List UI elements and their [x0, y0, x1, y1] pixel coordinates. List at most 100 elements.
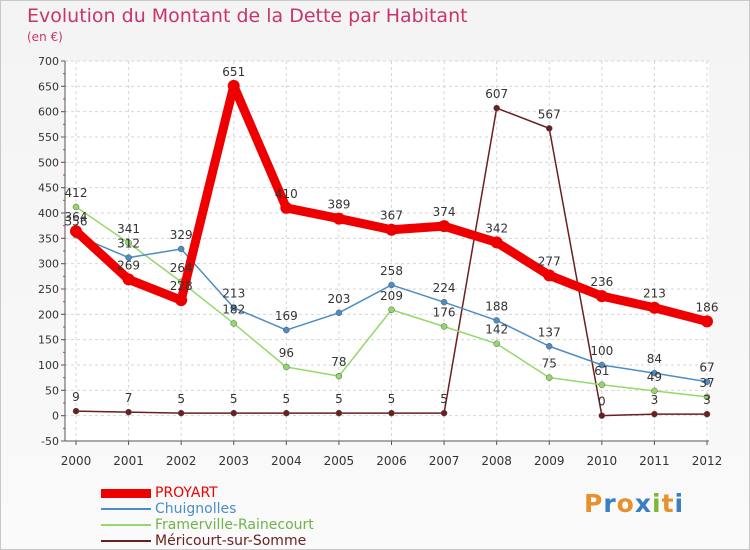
plot-area [65, 61, 709, 441]
x-tick-label: 2011 [639, 454, 670, 468]
y-tick-label: 150 [38, 334, 59, 347]
data-point [230, 304, 237, 311]
data-point [546, 125, 553, 132]
data-point [493, 340, 500, 347]
data-point [440, 298, 448, 306]
data-label: 410 [275, 187, 298, 201]
data-point [230, 320, 237, 327]
data-label: 213 [222, 287, 245, 301]
data-point [651, 369, 658, 377]
data-point [493, 104, 500, 112]
x-tick-label: 2002 [166, 454, 197, 468]
data-label: 61 [594, 364, 609, 378]
data-label: 607 [485, 87, 508, 101]
y-tick-label: 500 [38, 156, 59, 169]
legend-label: Méricourt-sur-Somme [155, 533, 307, 549]
x-tick-label: 2008 [481, 454, 512, 468]
data-point [703, 378, 711, 385]
data-point [493, 317, 500, 324]
data-label: 9 [72, 390, 80, 404]
data-point [438, 220, 451, 233]
y-tick-label: 600 [38, 106, 59, 119]
legend-swatch [101, 488, 151, 498]
data-label: 367 [380, 209, 403, 223]
data-point [335, 409, 343, 417]
data-label: 5 [335, 392, 343, 406]
data-label: 412 [65, 186, 88, 200]
data-point [230, 409, 237, 417]
x-tick-label: 2001 [113, 454, 144, 468]
data-point [177, 409, 185, 417]
data-label: 356 [65, 214, 88, 228]
legend-swatch [101, 524, 151, 526]
data-label: 341 [117, 222, 140, 236]
data-point [72, 203, 80, 211]
x-tick-label: 2004 [271, 454, 302, 468]
data-label: 651 [222, 65, 245, 79]
data-label: 96 [279, 346, 294, 360]
legend-item-mericourt-sur-somme: Méricourt-sur-Somme [101, 533, 306, 549]
data-label: 37 [699, 376, 714, 390]
data-point [598, 381, 606, 389]
data-label: 5 [177, 392, 185, 406]
data-label: 0 [598, 395, 606, 409]
data-label: 169 [275, 309, 298, 323]
data-point [125, 239, 132, 247]
data-point [598, 361, 606, 369]
chart-title: Evolution du Montant de la Dette par Hab… [27, 5, 468, 27]
data-point [125, 408, 132, 416]
data-label: 3 [703, 393, 711, 407]
data-label: 312 [117, 237, 140, 251]
legend-label: Chuignolles [155, 501, 237, 517]
data-point [703, 410, 711, 418]
data-label: 7 [125, 391, 133, 405]
y-tick-label: -50 [41, 435, 59, 448]
data-label: 5 [388, 392, 396, 406]
y-tick-label: 550 [38, 131, 59, 144]
data-label: 3 [651, 393, 659, 407]
data-label: 389 [327, 198, 350, 212]
data-label: 176 [433, 305, 456, 319]
data-point [283, 363, 290, 371]
data-point [175, 294, 188, 307]
data-label: 100 [590, 344, 613, 358]
data-label: 342 [485, 221, 508, 235]
x-tick-label: 2000 [61, 454, 92, 468]
y-tick-label: 700 [38, 55, 59, 68]
data-point [703, 393, 711, 401]
data-label: 209 [380, 289, 403, 303]
y-tick-label: 650 [38, 80, 59, 93]
data-label: 5 [440, 392, 448, 406]
data-point [335, 372, 343, 380]
data-label: 67 [699, 361, 714, 375]
data-point [598, 412, 606, 419]
x-tick-label: 2007 [429, 454, 460, 468]
legend-label: Framerville-Rainecourt [155, 517, 314, 533]
x-tick-label: 2003 [218, 454, 249, 468]
data-point [701, 315, 713, 328]
data-point [385, 223, 398, 236]
legend-swatch [101, 508, 151, 510]
data-point [440, 323, 448, 330]
legend-item-proyart: PROYART [101, 485, 218, 501]
data-label: 182 [222, 302, 245, 316]
data-label: 203 [327, 292, 350, 306]
y-tick-label: 350 [38, 232, 59, 245]
legend-swatch [101, 540, 151, 542]
y-tick-label: 50 [45, 384, 59, 397]
y-tick-label: 400 [38, 207, 59, 220]
proxiti-logo: Proxiti [584, 489, 685, 518]
data-point [651, 410, 658, 418]
data-label: 213 [643, 287, 666, 301]
x-tick-label: 2006 [376, 454, 407, 468]
x-tick-label: 2009 [534, 454, 565, 468]
data-point [283, 326, 290, 334]
data-label: 84 [647, 352, 662, 366]
data-point [335, 309, 343, 317]
data-label: 374 [433, 205, 456, 219]
data-point [546, 374, 553, 381]
data-point [280, 201, 293, 214]
data-label: 228 [170, 279, 193, 293]
legend-item-chuignolles: Chuignolles [101, 501, 236, 517]
